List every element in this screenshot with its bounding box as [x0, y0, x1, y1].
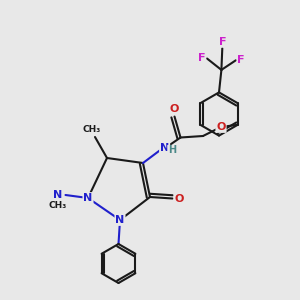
- Text: F: F: [218, 37, 226, 47]
- Text: H: H: [168, 146, 176, 155]
- Text: F: F: [238, 55, 245, 65]
- Text: O: O: [216, 122, 226, 132]
- Text: CH₃: CH₃: [83, 125, 101, 134]
- Text: CH₃: CH₃: [49, 201, 67, 210]
- Text: N: N: [160, 143, 169, 153]
- Text: O: O: [174, 194, 184, 203]
- Text: N: N: [83, 193, 93, 203]
- Text: N: N: [53, 190, 63, 200]
- Text: F: F: [198, 53, 205, 63]
- Text: N: N: [116, 215, 124, 225]
- Text: O: O: [170, 104, 179, 114]
